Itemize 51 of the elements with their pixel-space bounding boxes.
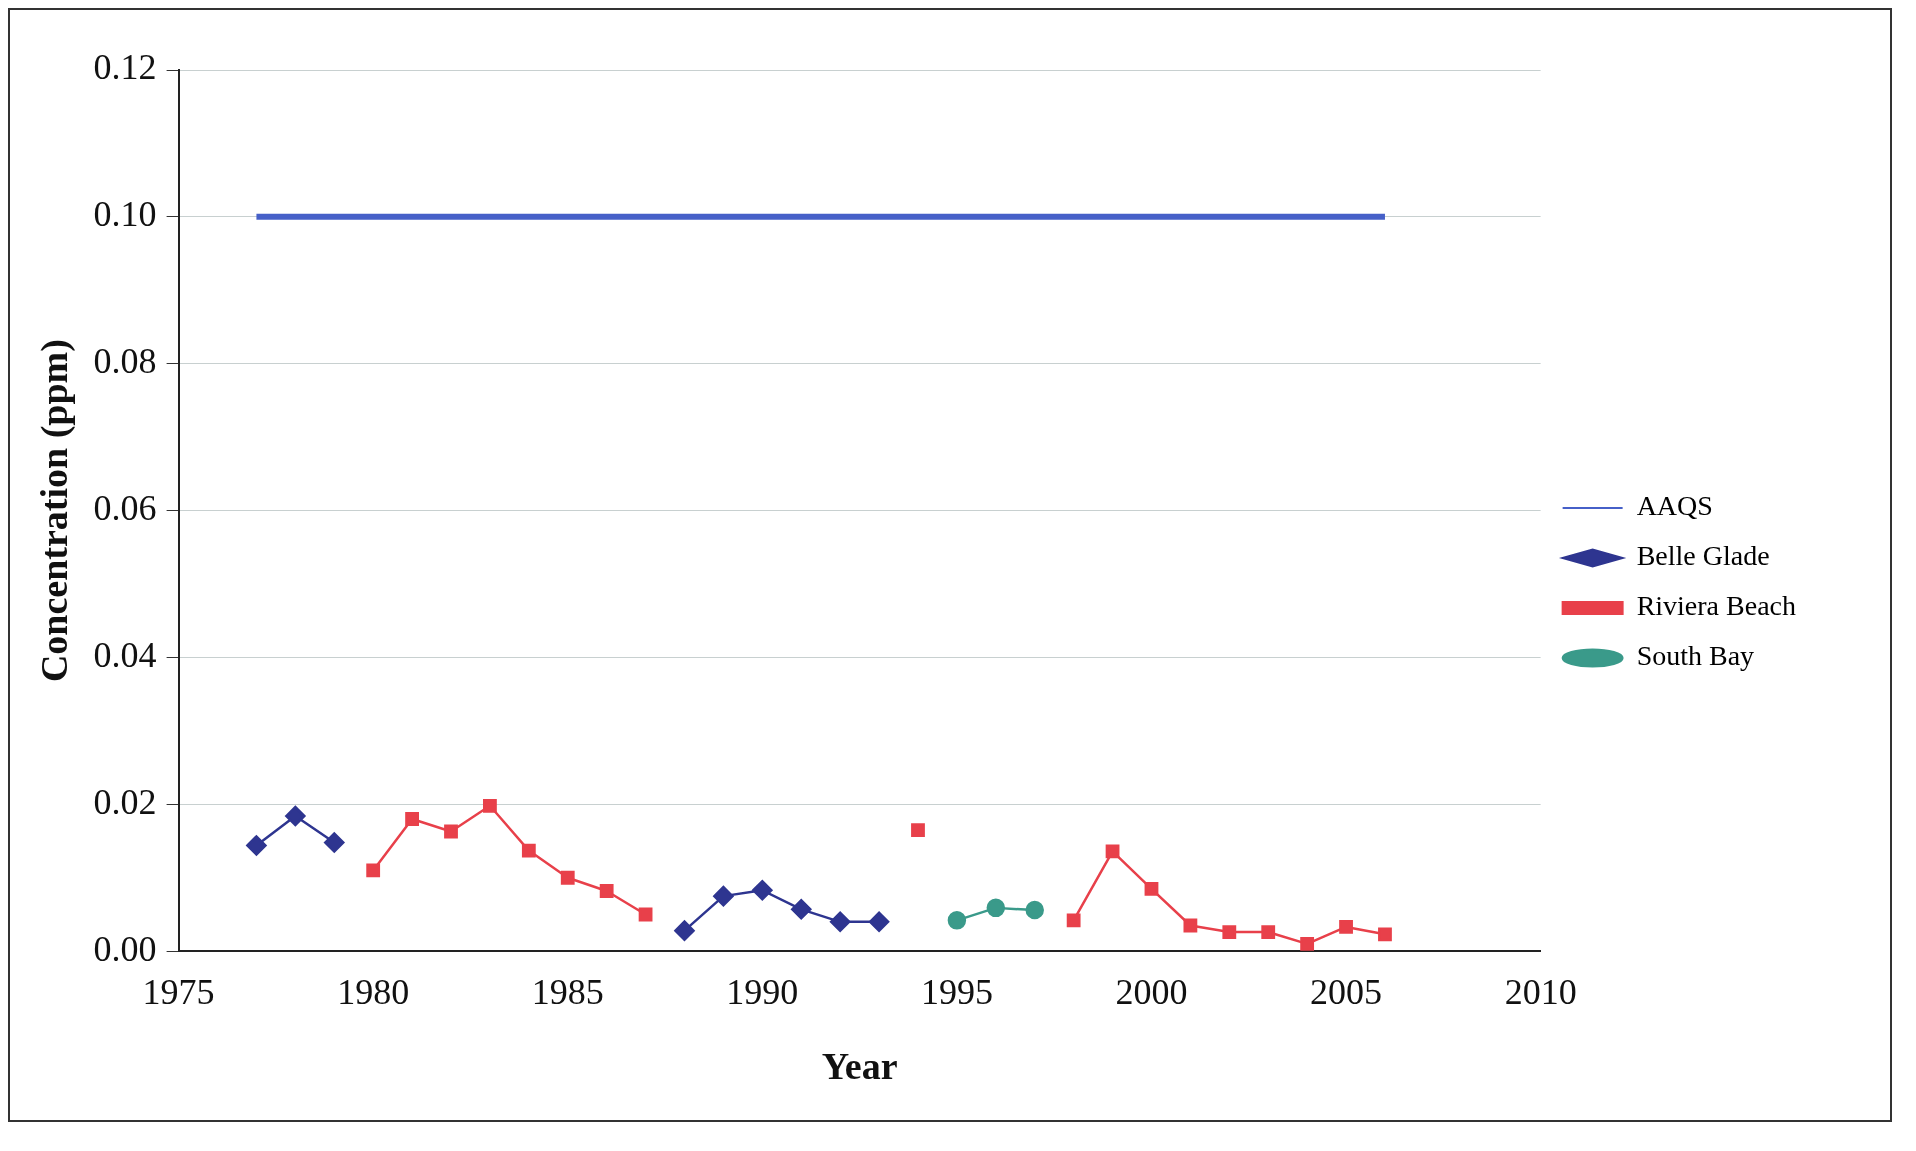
point xyxy=(1300,936,1315,951)
point xyxy=(1222,925,1237,940)
point xyxy=(560,870,575,885)
point xyxy=(986,898,1006,918)
point xyxy=(1025,900,1044,920)
y-tick-label: 0.06 xyxy=(93,488,157,529)
point xyxy=(1339,920,1353,934)
point xyxy=(1105,844,1120,859)
x-tick-label: 1985 xyxy=(531,972,604,1013)
point xyxy=(947,911,967,930)
point xyxy=(638,907,653,922)
point xyxy=(1183,918,1198,933)
legend-label: AAQS xyxy=(1636,490,1713,522)
legend-label: Belle Glade xyxy=(1636,540,1770,572)
point xyxy=(483,798,497,813)
point xyxy=(405,812,419,826)
point xyxy=(1378,927,1392,942)
point xyxy=(829,911,851,933)
y-tick-label: 0.12 xyxy=(93,47,157,88)
point xyxy=(868,911,890,933)
point xyxy=(752,880,773,901)
x-axis-title: Year xyxy=(821,1045,898,1088)
point xyxy=(324,832,345,853)
point xyxy=(366,863,381,878)
point xyxy=(790,899,812,920)
point xyxy=(674,920,695,941)
point xyxy=(285,805,306,827)
legend-label: Riviera Beach xyxy=(1636,590,1796,622)
x-tick-label: 1995 xyxy=(920,972,993,1013)
point xyxy=(713,885,734,907)
x-tick-label: 2010 xyxy=(1504,972,1577,1013)
x-tick-label: 1975 xyxy=(142,972,215,1013)
y-tick-label: 0.04 xyxy=(93,634,157,675)
legend-label: South Bay xyxy=(1636,640,1755,672)
y-tick-label: 0.00 xyxy=(93,928,157,969)
x-tick-label: 2000 xyxy=(1115,972,1188,1013)
x-tick-label: 1990 xyxy=(726,972,799,1013)
y-tick-label: 0.08 xyxy=(93,341,157,382)
point xyxy=(444,824,458,839)
point xyxy=(1261,925,1276,940)
y-tick-label: 0.02 xyxy=(93,781,157,822)
point xyxy=(521,843,536,858)
point xyxy=(1066,913,1081,928)
y-tick-label: 0.10 xyxy=(93,194,157,235)
point xyxy=(599,884,614,898)
y-axis-title: Concentration (ppm) xyxy=(32,339,76,683)
point xyxy=(246,835,267,856)
x-tick-label: 1980 xyxy=(337,972,410,1013)
point xyxy=(911,823,925,837)
point xyxy=(1144,881,1159,896)
x-tick-label: 2005 xyxy=(1310,972,1383,1013)
